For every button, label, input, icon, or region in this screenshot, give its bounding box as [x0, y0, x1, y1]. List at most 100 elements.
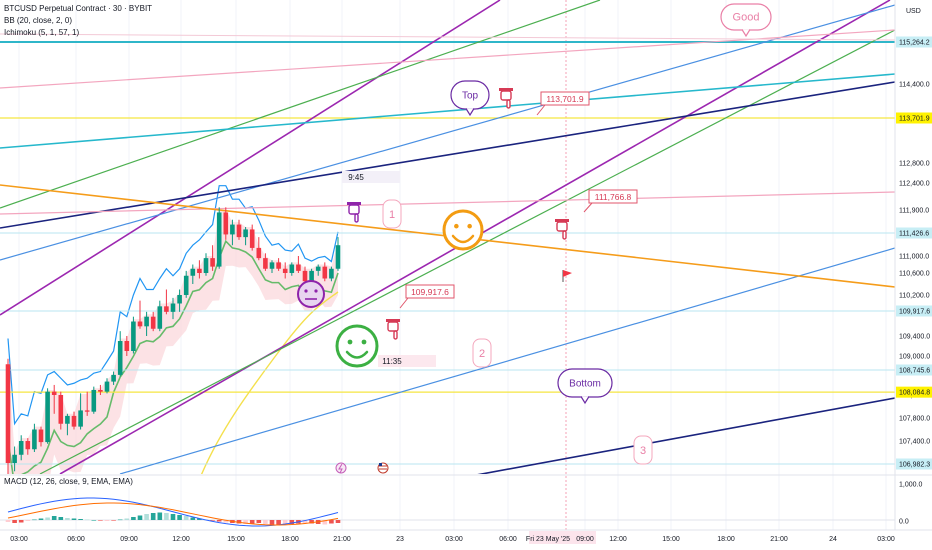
- callout-leader: [583, 202, 593, 213]
- candle-body: [223, 212, 229, 235]
- chart-legend: BTCUSD Perpetual Contract · 30 · BYBIT B…: [4, 3, 152, 39]
- macd-histogram-bar: [183, 516, 189, 520]
- candle-body: [164, 306, 169, 312]
- candle-body: [91, 389, 97, 412]
- pointing-hand-icon-purple-cuff: [347, 202, 361, 205]
- note-wave-2-box: [472, 338, 492, 368]
- candle-body: [329, 268, 334, 279]
- candle-body: [144, 316, 149, 327]
- x-axis-tick-label: 18:00: [717, 536, 735, 543]
- macd-histogram-bar: [322, 520, 328, 525]
- trend-line: [0, 73, 895, 149]
- pointing-hand-icon-finger: [506, 99, 511, 109]
- x-axis-tick-label: 06:00: [499, 536, 517, 543]
- macd-indicator-label[interactable]: MACD (12, 26, close, 9, EMA, EMA): [4, 477, 133, 486]
- x-axis-tick-label: 23: [396, 536, 404, 543]
- x-axis-tick-label: 09:00: [120, 536, 138, 543]
- candle-body: [236, 224, 242, 238]
- price-tag: [896, 364, 932, 376]
- happy-face-icon-eye: [467, 223, 472, 229]
- ichimoku-base-line: [7, 239, 339, 474]
- y-axis-tick-label: 1,000.0: [899, 482, 922, 489]
- candle-body: [104, 381, 110, 392]
- y-axis-tick-label: 107,400.0: [899, 439, 930, 446]
- x-axis-tick-label: 21:00: [333, 536, 351, 543]
- note-time-1135: 11:35: [382, 357, 402, 366]
- macd-signal-line: [7, 502, 339, 526]
- macd-histogram-bar: [137, 515, 143, 520]
- trend-line: [477, 397, 895, 474]
- macd-histogram-bar: [5, 520, 11, 522]
- callout-leader: [399, 297, 409, 309]
- x-axis-tick-label: 24: [829, 536, 837, 543]
- y-axis-tick-label: 110,200.0: [899, 293, 930, 300]
- macd-histogram-bar: [197, 518, 202, 520]
- macd-histogram-bar: [117, 519, 123, 521]
- candle-body: [84, 410, 90, 412]
- ichimoku-indicator-label[interactable]: Ichimoku (5, 1, 57, 1): [4, 28, 80, 37]
- trend-line: [0, 81, 895, 229]
- macd-histogram-bar: [249, 520, 255, 524]
- candle-body: [322, 266, 328, 279]
- neutral-face-eye: [304, 289, 308, 293]
- lightning-icon: [338, 463, 343, 474]
- candle-body: [210, 258, 215, 267]
- candle-body: [177, 295, 182, 304]
- macd-histogram-bar: [282, 520, 288, 525]
- note-wave-3-box: [633, 435, 653, 465]
- macd-histogram-bar: [289, 520, 295, 524]
- x-axis-tick-label: 03:00: [445, 536, 463, 543]
- price-tag: [896, 305, 932, 317]
- note-good: Good: [733, 12, 760, 24]
- y-axis-tick-label: 112,400.0: [899, 181, 930, 188]
- candle-body: [302, 270, 308, 282]
- macd-histogram-bar: [263, 520, 268, 524]
- note-wave-1-box: [382, 199, 402, 229]
- trend-line: [39, 29, 895, 474]
- y-axis-tick-label: 114,400.0: [899, 82, 930, 89]
- candle-body: [282, 268, 288, 273]
- macd-histogram-bar: [144, 514, 149, 520]
- candle-body: [269, 262, 275, 269]
- y-axis-tick-label: 111,000.0: [899, 254, 929, 261]
- candle-body: [131, 321, 136, 351]
- candle-body: [71, 415, 77, 427]
- macd-histogram-bar: [269, 520, 275, 525]
- candle-body: [296, 264, 301, 271]
- x-axis-tick-label: 03:00: [10, 536, 28, 543]
- happy-face-icon-green: [335, 324, 379, 368]
- x-axis-tick-label: Fri 23 May '25: [526, 536, 570, 543]
- candle-body: [157, 306, 163, 329]
- macd-line: [7, 497, 339, 527]
- macd-histogram-bar: [170, 514, 176, 520]
- macd-histogram-bar: [302, 520, 308, 523]
- pointing-hand-icon: [500, 90, 512, 101]
- macd-histogram-bar: [131, 517, 136, 520]
- pointing-hand-icon-cuff: [499, 88, 513, 91]
- price-tag-label: 108,084.8: [899, 390, 930, 397]
- macd-histogram-bar: [157, 512, 163, 520]
- candle-body: [58, 395, 64, 424]
- bb-indicator-label[interactable]: BB (20, close, 2, 0): [4, 16, 73, 25]
- ichimoku-cloud: [8, 210, 338, 474]
- trend-line: [0, 33, 895, 41]
- candle-body: [12, 454, 17, 464]
- note-price-111766: 111,766.8: [595, 192, 632, 202]
- note-wave-3: 3: [640, 445, 646, 457]
- note-top: Top: [462, 90, 479, 101]
- candle-body: [5, 364, 11, 464]
- candle-body: [65, 415, 70, 424]
- candle-body: [197, 268, 202, 273]
- candle-body: [190, 268, 196, 276]
- y-axis-tick-label: 109,400.0: [899, 334, 930, 341]
- macd-histogram-bar: [84, 519, 90, 521]
- candle-body: [256, 247, 262, 259]
- neutral-face-icon: [297, 280, 325, 308]
- price-tag-label: 108,745.6: [899, 368, 930, 375]
- happy-face-icon-green-mouth: [345, 350, 369, 359]
- time-range-box: [378, 355, 436, 367]
- x-axis-tick-label: 18:00: [281, 536, 299, 543]
- symbol-title[interactable]: BTCUSD Perpetual Contract · 30 · BYBIT: [4, 4, 153, 13]
- note-bottom: Bottom: [569, 378, 601, 389]
